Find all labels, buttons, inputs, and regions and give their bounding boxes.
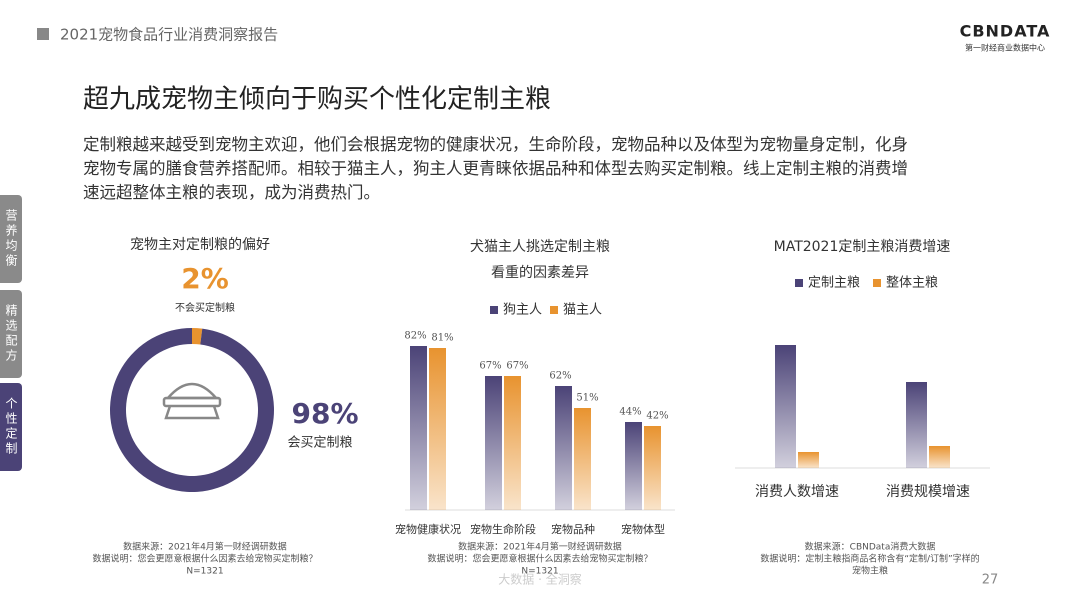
legend-swatch <box>550 306 558 314</box>
source-note: 数据来源：2021年4月第一财经调研数据 <box>123 541 287 553</box>
value-label: 2% <box>181 262 229 295</box>
slide-title: 超九成宠物主倾向于购买个性化定制主粮 <box>83 85 551 115</box>
bar <box>504 376 521 510</box>
category-label: 不会买定制粮 <box>175 301 235 314</box>
bar <box>906 382 927 468</box>
source-note: N=1321 <box>521 567 558 577</box>
logo-sub: 第一财经商业数据中心 <box>965 43 1045 53</box>
category-label: 消费规模增速 <box>886 484 970 500</box>
category-label: 宠物品种 <box>551 522 595 536</box>
category-label: 会买定制粮 <box>287 436 352 451</box>
side-tab[interactable]: 营养均衡 <box>0 195 22 283</box>
chart-subtitle: 看重的因素差异 <box>491 265 589 281</box>
bar <box>775 345 796 468</box>
bar <box>929 446 950 468</box>
value-label: 62% <box>549 371 571 382</box>
legend-label: 狗主人 <box>503 303 542 318</box>
source-note: 数据说明：您会更愿意根据什么因素去给宠物买定制粮？ <box>92 553 317 565</box>
bar <box>555 386 572 510</box>
legend-label: 整体主粮 <box>886 276 938 291</box>
source-note: 宠物主粮 <box>852 565 888 577</box>
watermark: 大数据 · 全洞察 <box>498 572 581 587</box>
source-note: 数据说明：您会更愿意根据什么因素去给宠物买定制粮？ <box>427 553 652 565</box>
side-tab[interactable]: 精选配方 <box>0 290 22 378</box>
category-label: 宠物生命阶段 <box>470 522 536 536</box>
legend-swatch <box>873 279 881 287</box>
value-label: 51% <box>576 393 598 404</box>
paragraph-line: 宠物专属的膳食营养搭配师。相较于猫主人，狗主人更青睐依据品种和体型去购买定制粮。… <box>83 159 908 178</box>
bowl-icon <box>162 382 222 420</box>
bar <box>625 422 642 510</box>
source-note: 数据来源：2021年4月第一财经调研数据 <box>458 541 622 553</box>
category-label: 消费人数增速 <box>755 484 839 500</box>
legend-label: 定制主粮 <box>808 276 860 291</box>
value-label: 42% <box>646 411 668 422</box>
report-name: 2021宠物食品行业消费洞察报告 <box>60 26 278 44</box>
legend-label: 猫主人 <box>563 303 602 318</box>
category-label: 宠物体型 <box>621 522 665 536</box>
logo: CBNDATA <box>960 22 1051 41</box>
value-label: 67% <box>479 361 501 372</box>
value-label: 82% <box>404 331 426 342</box>
bar <box>798 452 819 468</box>
category-label: 宠物健康状况 <box>395 522 461 536</box>
pie-slice <box>192 328 203 345</box>
source-note: 数据来源：CBNData消费大数据 <box>805 541 936 553</box>
value-label: 44% <box>619 407 641 418</box>
bar <box>574 408 591 510</box>
paragraph-line: 定制粮越来越受到宠物主欢迎，他们会根据宠物的健康状况，生命阶段，宠物品种以及体型… <box>83 135 908 154</box>
bar <box>644 426 661 510</box>
bar <box>429 348 446 510</box>
page-number: 27 <box>982 573 999 588</box>
legend-swatch <box>490 306 498 314</box>
source-note: N=1321 <box>186 567 223 577</box>
value-label: 81% <box>431 333 453 344</box>
bar <box>410 346 427 510</box>
value-label: 67% <box>506 361 528 372</box>
chart-title: MAT2021定制主粮消费增速 <box>774 239 951 255</box>
bar <box>485 376 502 510</box>
legend-swatch <box>795 279 803 287</box>
header-marker <box>37 28 49 40</box>
chart-title: 犬猫主人挑选定制主粮 <box>470 239 610 255</box>
paragraph: 定制粮越来越受到宠物主欢迎，他们会根据宠物的健康状况，生命阶段，宠物品种以及体型… <box>83 133 908 205</box>
paragraph-line: 速远超整体主粮的表现，成为消费热门。 <box>83 183 380 202</box>
pie-slice <box>109 327 274 492</box>
value-label: 98% <box>291 397 358 430</box>
chart-title: 宠物主对定制粮的偏好 <box>130 237 270 253</box>
side-tab[interactable]: 个性定制 <box>0 383 22 471</box>
source-note: 数据说明：定制主粮指商品名称含有“定制/订制”字样的 <box>760 553 979 565</box>
